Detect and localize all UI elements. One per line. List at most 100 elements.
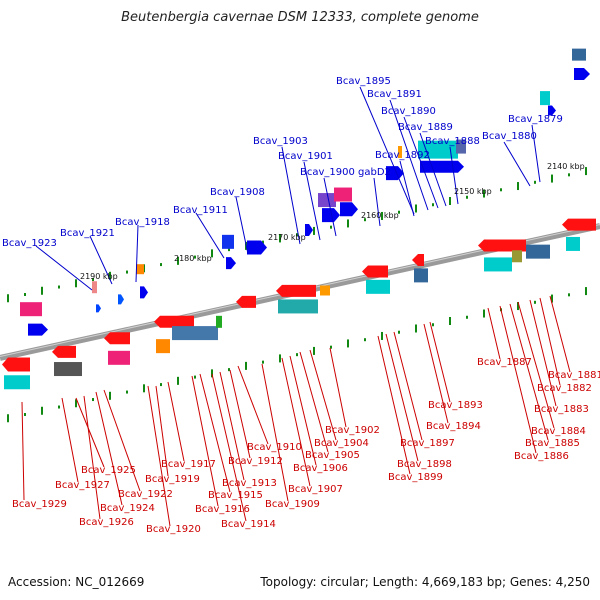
accession-text: Accession: NC_012669 — [8, 575, 145, 589]
scale-tick — [92, 278, 94, 282]
leader-line — [155, 385, 169, 477]
scale-labels: 2190 kbp 2180 kbp 2170 kbp 2160 kbp 2150… — [80, 162, 585, 281]
gene-label-bcav-1907[interactable]: Bcav_1907 — [288, 484, 343, 495]
gene-label-bcav-1927[interactable]: Bcav_1927 — [55, 480, 110, 491]
leader-line — [377, 335, 411, 475]
gene-label-bcav-1899[interactable]: Bcav_1899 — [388, 472, 443, 483]
gene-arrow — [118, 294, 124, 305]
leader-line — [237, 365, 269, 445]
scale-tick — [262, 360, 264, 364]
gene-label-bcav-1911[interactable]: Bcav_1911 — [173, 205, 228, 216]
leader-line — [303, 161, 321, 241]
scale-tick — [75, 399, 77, 408]
scale-tick — [211, 249, 213, 258]
gene-box — [4, 375, 30, 390]
reverse-gene-labels: Bcav_1929 Bcav_1927 Bcav_1926 Bcav_1925 … — [12, 357, 600, 535]
gene-label-bcav-1900[interactable]: Bcav_1900 — [300, 167, 355, 178]
scale-tick — [551, 174, 553, 183]
scale-tick — [177, 376, 179, 385]
gene-label-bcav-1882[interactable]: Bcav_1882 — [537, 383, 592, 394]
gene-label-bcav-1884[interactable]: Bcav_1884 — [531, 426, 586, 437]
gene-label-bcav-1885[interactable]: Bcav_1885 — [525, 438, 580, 449]
leader-line — [393, 331, 423, 441]
gene-label-bcav-1915[interactable]: Bcav_1915 — [208, 490, 263, 501]
leader-line — [359, 86, 415, 215]
gene-label-bcav-1879[interactable]: Bcav_1879 — [508, 114, 563, 125]
gene-label-bcav-1901[interactable]: Bcav_1901 — [278, 151, 333, 162]
scale-tick — [245, 361, 247, 370]
leader-line — [429, 321, 451, 403]
gene-label-bcav-1910[interactable]: Bcav_1910 — [247, 442, 302, 453]
scale-tick — [347, 219, 349, 228]
scale-tick — [143, 384, 145, 393]
scale-tick — [466, 195, 468, 199]
gene-label-bcav-1912[interactable]: Bcav_1912 — [228, 456, 283, 467]
leader-line — [419, 132, 447, 207]
gene-label-bcav-1921[interactable]: Bcav_1921 — [60, 228, 115, 239]
gene-label-bcav-1924[interactable]: Bcav_1924 — [100, 503, 155, 514]
scale-tick — [7, 414, 9, 423]
gene-box — [540, 91, 550, 106]
scale-label-2150: 2150 kbp — [454, 187, 492, 196]
scale-tick — [126, 270, 128, 274]
leader-line — [289, 355, 317, 466]
scale-tick — [313, 346, 315, 355]
gene-label-bcav-1919[interactable]: Bcav_1919 — [145, 474, 200, 485]
gene-label-gabd2[interactable]: gabD2 — [358, 167, 391, 178]
gene-label-bcav-1889[interactable]: Bcav_1889 — [398, 122, 453, 133]
gene-label-bcav-1926[interactable]: Bcav_1926 — [79, 517, 134, 528]
leader-line — [509, 303, 549, 441]
gene-label-bcav-1922[interactable]: Bcav_1922 — [118, 489, 173, 500]
gene-label-bcav-1881[interactable]: Bcav_1881 — [548, 370, 600, 381]
gene-label-bcav-1909[interactable]: Bcav_1909 — [265, 499, 320, 510]
scale-tick — [398, 210, 400, 214]
gene-box — [484, 257, 512, 272]
gene-label-bcav-1918[interactable]: Bcav_1918 — [115, 217, 170, 228]
gene-label-bcav-1917[interactable]: Bcav_1917 — [161, 459, 216, 470]
gene-label-bcav-1929[interactable]: Bcav_1929 — [12, 499, 67, 510]
gene-box — [222, 234, 234, 249]
gene-label-bcav-1890[interactable]: Bcav_1890 — [381, 106, 436, 117]
gene-box — [320, 285, 330, 296]
gene-label-bcav-1894[interactable]: Bcav_1894 — [426, 421, 481, 432]
gene-box — [156, 339, 170, 354]
scale-tick — [330, 345, 332, 349]
gene-label-bcav-1923[interactable]: Bcav_1923 — [2, 238, 57, 249]
gene-label-bcav-1880[interactable]: Bcav_1880 — [482, 131, 537, 142]
scale-tick — [228, 368, 230, 372]
gene-label-bcav-1913[interactable]: Bcav_1913 — [222, 478, 277, 489]
gene-label-bcav-1905[interactable]: Bcav_1905 — [305, 450, 360, 461]
gene-box — [398, 146, 402, 158]
gene-label-bcav-1903[interactable]: Bcav_1903 — [253, 136, 308, 147]
gene-label-bcav-1892[interactable]: Bcav_1892 — [375, 150, 430, 161]
scale-label-2140: 2140 kbp — [547, 162, 585, 171]
gene-label-bcav-1904[interactable]: Bcav_1904 — [314, 438, 369, 449]
gene-label-bcav-1920[interactable]: Bcav_1920 — [146, 524, 201, 535]
leader-line — [399, 160, 415, 217]
scale-tick — [24, 293, 26, 296]
gene-label-bcav-1895[interactable]: Bcav_1895 — [336, 76, 391, 87]
scale-tick — [449, 317, 451, 325]
gene-label-bcav-1925[interactable]: Bcav_1925 — [81, 465, 136, 476]
gene-label-bcav-1914[interactable]: Bcav_1914 — [221, 519, 276, 530]
gene-label-bcav-1897[interactable]: Bcav_1897 — [400, 438, 455, 449]
gene-arrow — [52, 345, 76, 358]
gene-label-bcav-1891[interactable]: Bcav_1891 — [367, 89, 422, 100]
scale-label-2180: 2180 kbp — [174, 254, 212, 263]
gene-label-bcav-1898[interactable]: Bcav_1898 — [397, 459, 452, 470]
gene-arrow — [276, 284, 316, 297]
gene-arrow — [420, 160, 464, 173]
gene-label-bcav-1906[interactable]: Bcav_1906 — [293, 463, 348, 474]
gene-label-bcav-1883[interactable]: Bcav_1883 — [534, 404, 589, 415]
forward-gene-labels: Bcav_1923 Bcav_1921 Bcav_1918 Bcav_1911 … — [2, 76, 563, 249]
gene-box — [278, 299, 318, 314]
gene-label-bcav-1916[interactable]: Bcav_1916 — [195, 504, 250, 515]
gene-label-bcav-1908[interactable]: Bcav_1908 — [210, 187, 265, 198]
gene-label-bcav-1887[interactable]: Bcav_1887 — [477, 357, 532, 368]
gene-label-bcav-1893[interactable]: Bcav_1893 — [428, 400, 483, 411]
leader-line — [329, 347, 347, 428]
gene-label-bcav-1888[interactable]: Bcav_1888 — [425, 136, 480, 147]
scale-tick — [126, 390, 128, 394]
gene-label-bcav-1902[interactable]: Bcav_1902 — [325, 425, 380, 436]
gene-label-bcav-1886[interactable]: Bcav_1886 — [514, 451, 569, 462]
